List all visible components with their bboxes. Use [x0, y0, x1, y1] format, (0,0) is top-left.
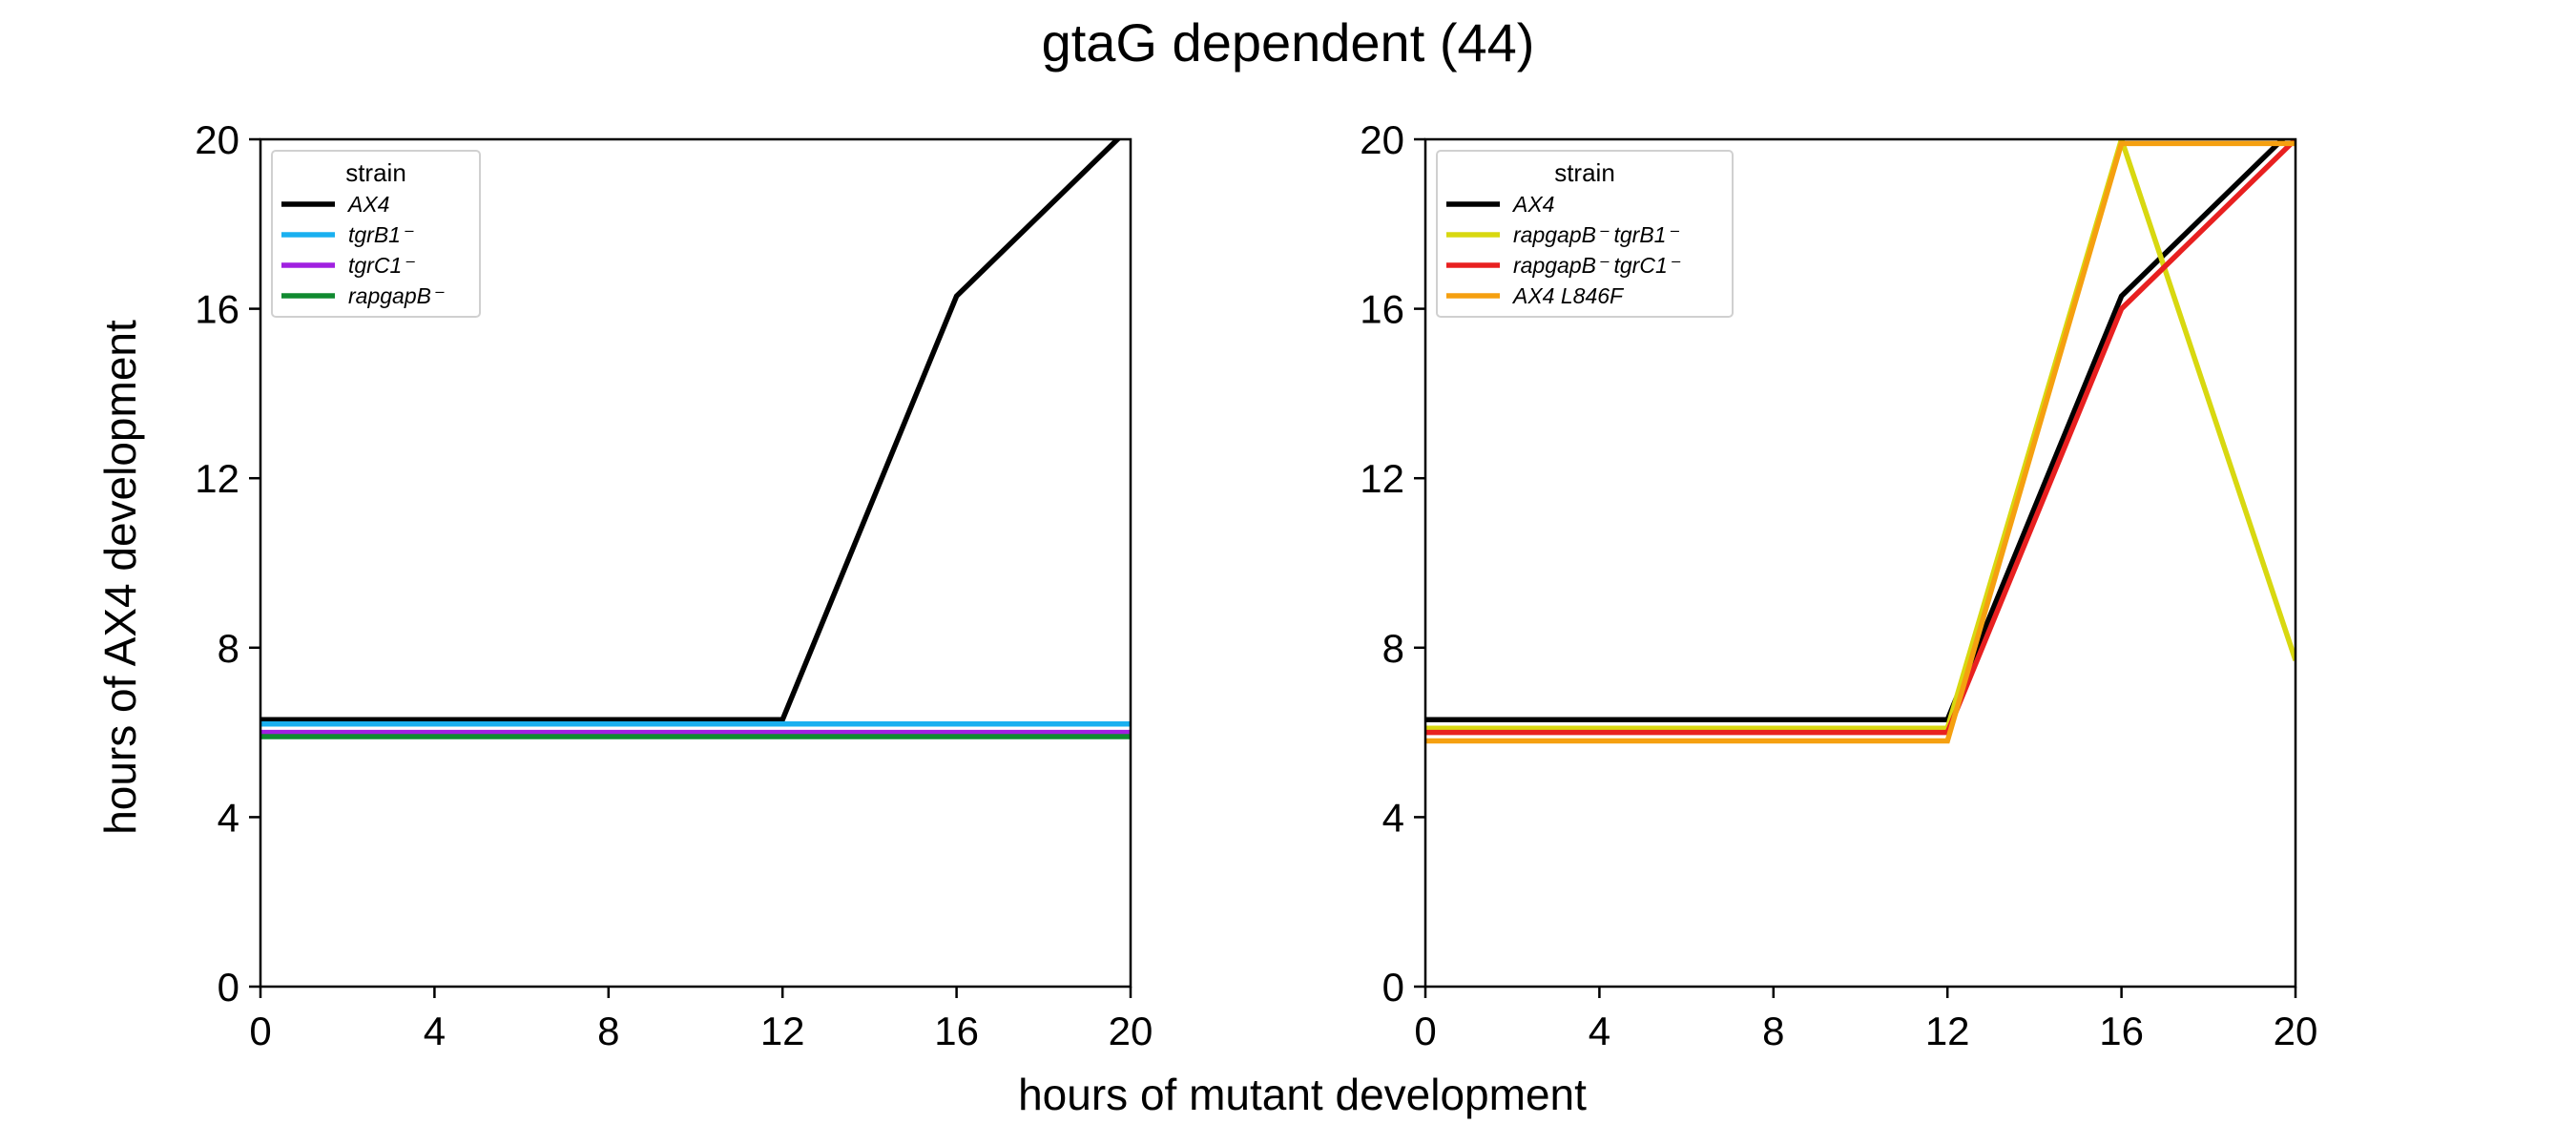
- y-tick-label: 16: [1360, 287, 1404, 332]
- x-axis-label: hours of mutant development: [1018, 1070, 1587, 1119]
- x-tick-label: 16: [2099, 1009, 2144, 1053]
- series-lines: [1425, 139, 2296, 744]
- legend-title: strain: [345, 158, 406, 187]
- x-tick-label: 8: [1762, 1009, 1784, 1053]
- series-line-0: [1425, 139, 2287, 723]
- legend-box: [271, 150, 481, 318]
- left-panel: 0 4 8 12 16 20 0 4 8 12 16 20 strain AX4 tgrB1⁻ tgrC1⁻ r…: [195, 117, 1153, 1053]
- x-tick-label: 20: [2274, 1009, 2318, 1053]
- y-tick-label: 8: [218, 626, 239, 671]
- legend-entry: AX4: [346, 192, 389, 217]
- axes-frame: [1423, 137, 2297, 989]
- figure-title: gtaG dependent (44): [1042, 12, 1535, 73]
- y-tick-label: 4: [218, 795, 239, 840]
- y-tick-label: 12: [195, 456, 239, 501]
- y-tick-label: 20: [1360, 117, 1404, 162]
- legend-entry: AX4 L846F: [1511, 283, 1625, 308]
- y-axis-label: hours of AX4 development: [95, 320, 145, 835]
- legend: strain AX4 tgrB1⁻ tgrC1⁻ rapgapB⁻: [271, 150, 481, 318]
- legend-entry: rapgapB⁻ tgrB1⁻: [1513, 222, 1679, 247]
- x-tick-label: 12: [1925, 1009, 1970, 1053]
- legend-entry: AX4: [1511, 192, 1554, 217]
- legend-entry: tgrB1⁻: [348, 222, 414, 247]
- x-tick-label: 4: [424, 1009, 446, 1053]
- y-tick-label: 16: [195, 287, 239, 332]
- y-tick-label: 12: [1360, 456, 1404, 501]
- series-lines: [260, 139, 1131, 739]
- x-tick-label: 16: [934, 1009, 979, 1053]
- series-line-3: [1425, 140, 2296, 744]
- x-tick-label: 8: [597, 1009, 619, 1053]
- series-line-0: [260, 139, 1122, 723]
- x-tick-label: 12: [760, 1009, 805, 1053]
- legend-entry: rapgapB⁻: [348, 283, 445, 308]
- y-tick-label: 0: [1382, 965, 1404, 1010]
- x-tick-label: 0: [1414, 1009, 1436, 1053]
- x-tick-label: 0: [249, 1009, 271, 1053]
- axes-frame: [259, 137, 1132, 989]
- y-tick-label: 0: [218, 965, 239, 1010]
- legend-entry: rapgapB⁻ tgrC1⁻: [1513, 253, 1681, 278]
- y-tick-label: 8: [1382, 626, 1404, 671]
- legend-entry: tgrC1⁻: [348, 253, 415, 278]
- legend-box: [1436, 150, 1734, 318]
- x-tick-label: 20: [1109, 1009, 1153, 1053]
- legend-title: strain: [1554, 158, 1615, 187]
- series-line-2: [1425, 139, 2296, 736]
- x-tick-label: 4: [1589, 1009, 1610, 1053]
- y-tick-label: 20: [195, 117, 239, 162]
- y-tick-label: 4: [1382, 795, 1404, 840]
